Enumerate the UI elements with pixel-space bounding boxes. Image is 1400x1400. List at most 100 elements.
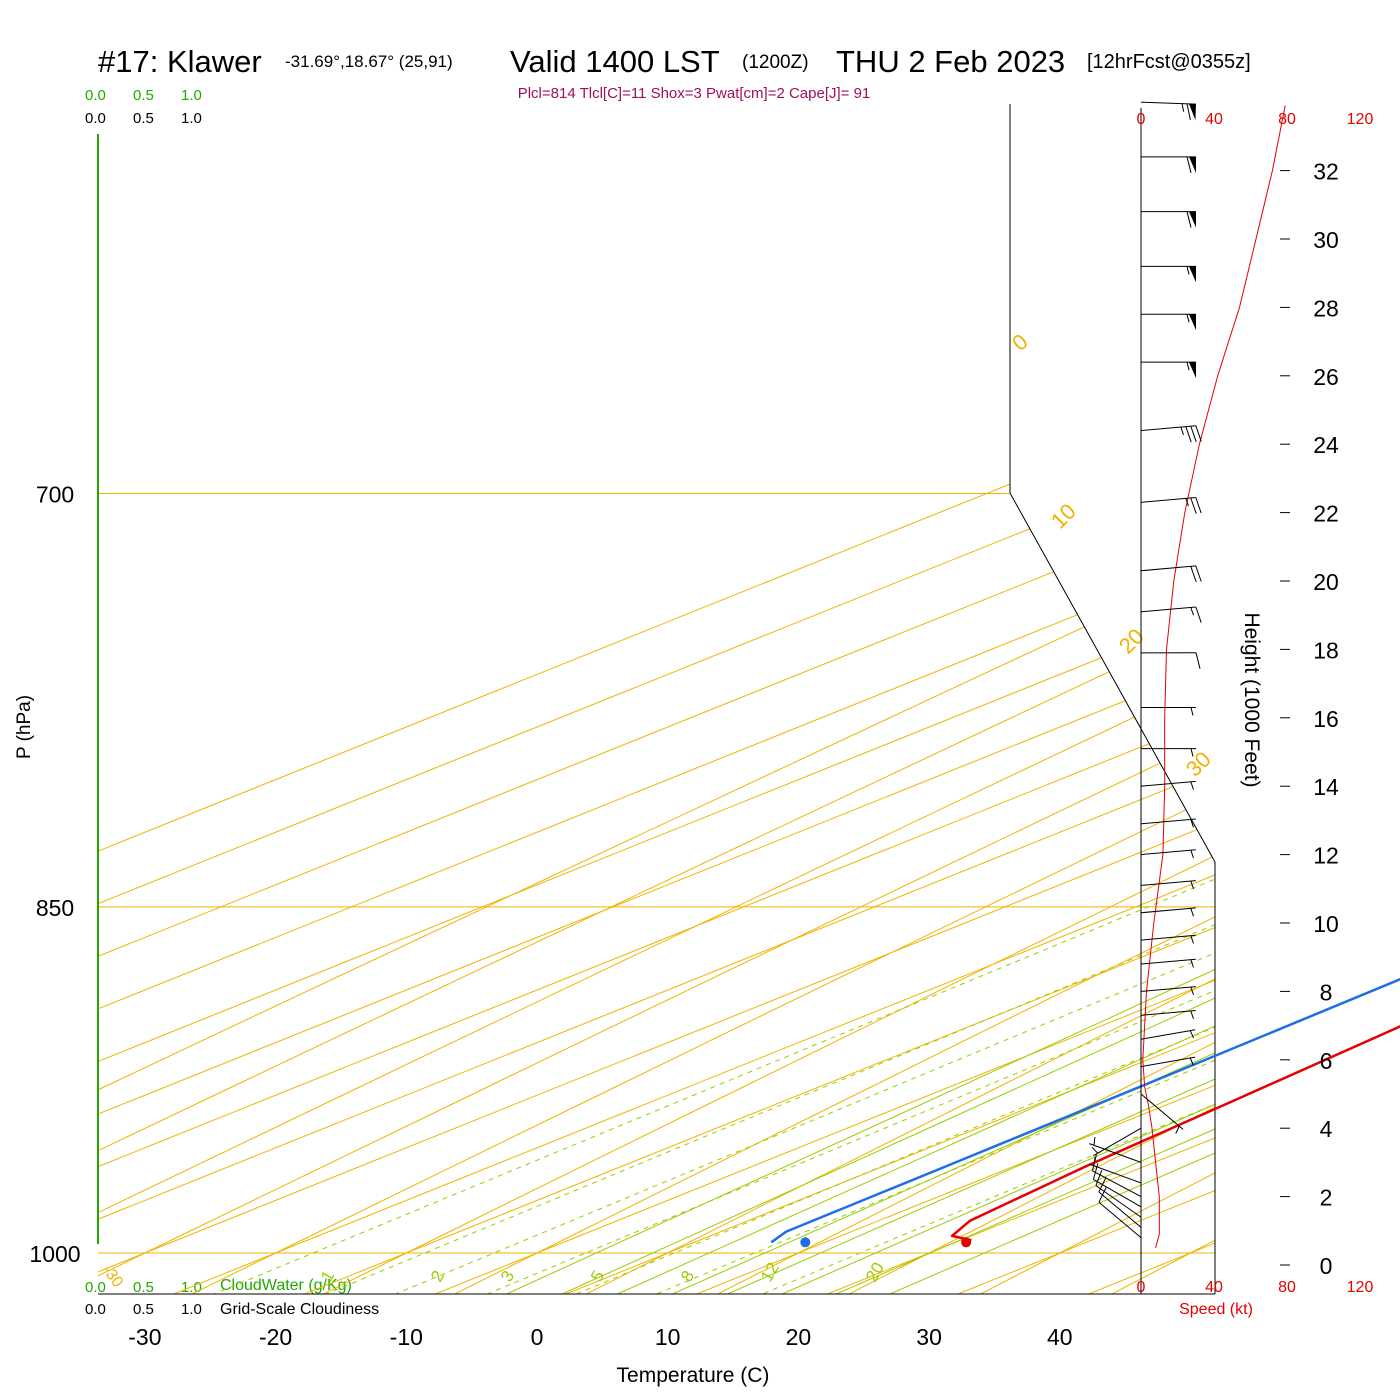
wind-speed-profile bbox=[1142, 105, 1286, 1249]
wind-barb-full bbox=[1195, 425, 1202, 442]
temperature-tick-label: 0 bbox=[531, 1324, 544, 1350]
wind-barb-half bbox=[1190, 707, 1194, 716]
height-tick-label: 22 bbox=[1313, 501, 1339, 527]
wind-barb-shaft bbox=[1093, 1127, 1142, 1157]
wind-barb-shaft bbox=[1140, 497, 1196, 503]
wind-barb bbox=[1140, 934, 1196, 944]
wind-barb bbox=[1140, 907, 1196, 917]
isotherm-line bbox=[293, 1252, 799, 1294]
wind-barb bbox=[1140, 1056, 1196, 1068]
wind-barb-shaft bbox=[1140, 818, 1196, 825]
wind-barb-half bbox=[1181, 103, 1185, 112]
isotherm-line bbox=[1059, 104, 1215, 1254]
height-tick-label: 14 bbox=[1313, 774, 1339, 800]
wind-barb-flag bbox=[1189, 362, 1196, 379]
isotherm-line bbox=[98, 104, 1215, 1254]
height-tick-label: 32 bbox=[1313, 159, 1339, 185]
isotherm-line bbox=[424, 1252, 930, 1294]
wind-barb-full bbox=[1190, 426, 1197, 442]
dewpoint-profile bbox=[770, 977, 1400, 1244]
moist-adiabat-line bbox=[189, 104, 1215, 1294]
temperature-tick-label: 30 bbox=[916, 1324, 942, 1350]
wind-barb bbox=[1140, 361, 1197, 379]
speed-axis-title: Speed (kt) bbox=[1179, 1301, 1253, 1318]
moist-adiabat-line bbox=[398, 104, 1215, 1294]
wind-barb-shaft bbox=[1140, 1029, 1196, 1040]
wind-barb-half bbox=[1190, 959, 1194, 968]
wind-barb-shaft bbox=[1140, 986, 1196, 992]
wind-barb-shaft bbox=[1098, 1191, 1142, 1228]
wind-barb-half bbox=[1180, 426, 1184, 435]
temperature-tick-label: 10 bbox=[655, 1324, 681, 1350]
wind-barb bbox=[1140, 707, 1197, 716]
dry-adiabat-line bbox=[265, 104, 1215, 1294]
dry-adiabat-label: 30 bbox=[1181, 747, 1216, 782]
height-tick-label: 0 bbox=[1320, 1253, 1333, 1279]
wind-barb-half bbox=[1190, 986, 1194, 995]
wind-barb bbox=[1140, 101, 1197, 121]
dry-adiabat-label: 0 bbox=[1007, 329, 1032, 356]
wind-barb-shaft bbox=[1089, 1143, 1142, 1163]
wind-barb-half bbox=[1093, 1157, 1096, 1166]
speed-tick-label-top: 80 bbox=[1278, 111, 1296, 128]
isotherm-line bbox=[798, 104, 1215, 1254]
x-axis-title: Temperature (C) bbox=[617, 1364, 770, 1387]
height-tick-label: 30 bbox=[1313, 227, 1339, 253]
wind-barb bbox=[1140, 265, 1197, 283]
top-black-scale-0: 0.0 bbox=[85, 110, 106, 127]
height-tick-label: 10 bbox=[1313, 911, 1339, 937]
dry-adiabat-line bbox=[533, 104, 1215, 1294]
wind-barb-half bbox=[1189, 1057, 1195, 1066]
temperature-tick-label: 20 bbox=[786, 1324, 812, 1350]
mixing-ratio-line bbox=[98, 104, 1215, 1294]
height-tick-label: 4 bbox=[1320, 1116, 1333, 1142]
valid-time: Valid 1400 LST bbox=[510, 44, 720, 79]
wind-barb-full bbox=[1092, 1163, 1099, 1180]
height-tick-label: 6 bbox=[1320, 1048, 1333, 1074]
wind-barb-shaft bbox=[1140, 780, 1196, 787]
moist-adiabat-line bbox=[137, 104, 1215, 1294]
plot-right-border bbox=[1009, 104, 1216, 1294]
wind-barb-shaft bbox=[1140, 101, 1197, 105]
wind-barb-flag bbox=[1189, 156, 1196, 173]
station-coords: -31.69°,18.67° (25,91) bbox=[285, 52, 453, 71]
wind-barb bbox=[1140, 211, 1197, 228]
isotherm-line bbox=[275, 104, 1215, 1254]
wind-barb bbox=[1140, 880, 1196, 889]
temperature-tick-label: 40 bbox=[1047, 1324, 1073, 1350]
top-green-scale-0: 0.0 bbox=[85, 87, 106, 104]
bottom-green-scale-2: 1.0 bbox=[181, 1279, 202, 1296]
wind-barb bbox=[1140, 818, 1196, 828]
wind-barb-half bbox=[1190, 1010, 1194, 1019]
mixing-ratio-line bbox=[269, 104, 1215, 1294]
wind-barb-half bbox=[1185, 498, 1189, 507]
wind-barb-half bbox=[1093, 1137, 1096, 1146]
isotherm-line bbox=[163, 1252, 668, 1294]
wind-barb-half bbox=[1186, 266, 1190, 275]
height-tick-label: 16 bbox=[1313, 706, 1339, 732]
isotherm-line bbox=[667, 104, 1215, 1254]
speed-tick-label-bottom: 0 bbox=[1137, 1279, 1146, 1296]
height-axis-title: Height (1000 Feet) bbox=[1240, 612, 1263, 787]
moist-adiabat-line bbox=[241, 104, 1215, 1294]
height-tick-label: 26 bbox=[1313, 364, 1339, 390]
wind-barb bbox=[1140, 606, 1202, 623]
speed-tick-label-top: 40 bbox=[1205, 111, 1223, 128]
wind-barb-shaft bbox=[1140, 1056, 1196, 1068]
wind-barb-flag bbox=[1189, 266, 1196, 283]
wind-barb-shaft bbox=[1140, 1010, 1196, 1016]
valid-date: THU 2 Feb 2023 bbox=[836, 44, 1065, 79]
isotherm-line bbox=[1190, 104, 1215, 1254]
isotherm-line bbox=[144, 104, 1215, 1254]
isotherm-line bbox=[98, 1252, 538, 1294]
wind-barb-shaft bbox=[1140, 565, 1196, 572]
wind-barb bbox=[1091, 1127, 1142, 1157]
wind-barb-half bbox=[1190, 781, 1194, 790]
moist-adiabat-line bbox=[293, 104, 1215, 1294]
